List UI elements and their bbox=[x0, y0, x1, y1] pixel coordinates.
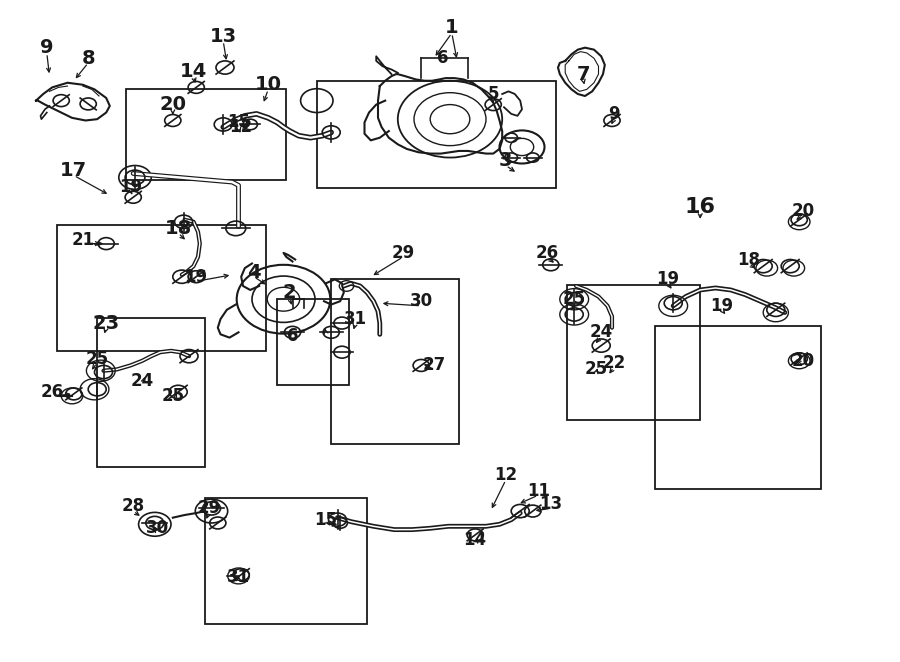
Text: 16: 16 bbox=[685, 197, 716, 216]
Text: 22: 22 bbox=[602, 354, 626, 372]
Text: 17: 17 bbox=[60, 162, 87, 180]
Text: 7: 7 bbox=[577, 65, 590, 83]
Text: 26: 26 bbox=[40, 383, 64, 401]
Text: 5: 5 bbox=[488, 85, 499, 103]
Text: 19: 19 bbox=[656, 270, 680, 289]
Text: 25: 25 bbox=[562, 290, 586, 308]
Text: 14: 14 bbox=[464, 530, 487, 549]
Text: 31: 31 bbox=[344, 310, 367, 328]
Text: 4: 4 bbox=[247, 263, 261, 282]
Text: 19: 19 bbox=[119, 177, 142, 196]
Text: 6: 6 bbox=[287, 327, 298, 346]
Text: 15: 15 bbox=[314, 510, 338, 529]
Text: 23: 23 bbox=[93, 314, 120, 332]
Text: 25: 25 bbox=[86, 350, 109, 368]
Text: 2: 2 bbox=[283, 283, 297, 302]
Text: 24: 24 bbox=[130, 371, 154, 390]
Text: 10: 10 bbox=[255, 75, 282, 94]
Text: 12: 12 bbox=[230, 118, 253, 136]
Text: 20: 20 bbox=[159, 95, 186, 114]
Text: 1: 1 bbox=[445, 19, 459, 37]
Text: 24: 24 bbox=[590, 323, 613, 342]
Bar bbox=[317, 81, 556, 188]
Text: 31: 31 bbox=[227, 568, 250, 587]
Text: 25: 25 bbox=[584, 360, 608, 379]
Bar bbox=[331, 279, 459, 444]
Bar bbox=[205, 498, 367, 624]
Bar bbox=[57, 225, 266, 351]
Text: 25: 25 bbox=[161, 387, 184, 405]
Text: 14: 14 bbox=[180, 62, 207, 81]
Text: 20: 20 bbox=[791, 201, 814, 220]
Text: 30: 30 bbox=[146, 519, 169, 538]
Bar bbox=[655, 326, 821, 489]
Text: 26: 26 bbox=[536, 244, 559, 262]
Text: 27: 27 bbox=[422, 356, 446, 375]
Text: 18: 18 bbox=[165, 219, 192, 238]
Bar bbox=[567, 285, 700, 420]
Bar bbox=[277, 299, 349, 385]
Text: 9: 9 bbox=[40, 38, 54, 57]
Text: 29: 29 bbox=[197, 499, 220, 518]
Text: 8: 8 bbox=[81, 49, 95, 68]
Text: 13: 13 bbox=[539, 495, 562, 514]
Text: 12: 12 bbox=[494, 466, 518, 485]
Text: 19: 19 bbox=[710, 297, 734, 315]
Text: 18: 18 bbox=[737, 250, 760, 269]
Text: 29: 29 bbox=[392, 244, 415, 262]
Text: 19: 19 bbox=[184, 267, 208, 286]
Text: 28: 28 bbox=[122, 497, 145, 516]
Bar bbox=[97, 318, 205, 467]
Text: 15: 15 bbox=[227, 113, 250, 132]
Text: 9: 9 bbox=[608, 105, 619, 123]
Bar bbox=[126, 89, 286, 180]
Text: 6: 6 bbox=[437, 49, 448, 68]
Text: 13: 13 bbox=[210, 27, 237, 46]
Text: 30: 30 bbox=[410, 292, 433, 310]
Text: 3: 3 bbox=[500, 151, 513, 169]
Text: 21: 21 bbox=[71, 230, 94, 249]
Text: 11: 11 bbox=[526, 482, 550, 500]
Text: 20: 20 bbox=[791, 352, 814, 370]
